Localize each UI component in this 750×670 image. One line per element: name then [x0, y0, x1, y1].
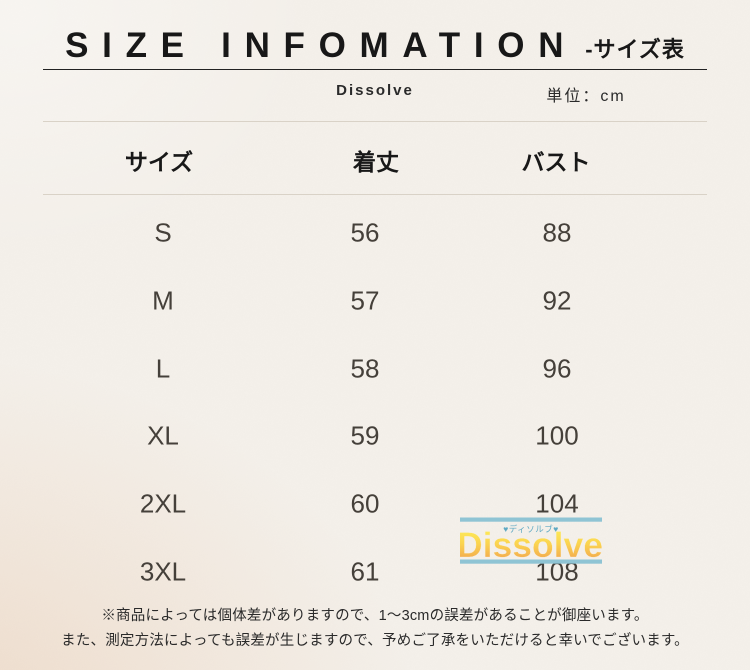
svg-text:Dissolve: Dissolve: [460, 526, 602, 565]
